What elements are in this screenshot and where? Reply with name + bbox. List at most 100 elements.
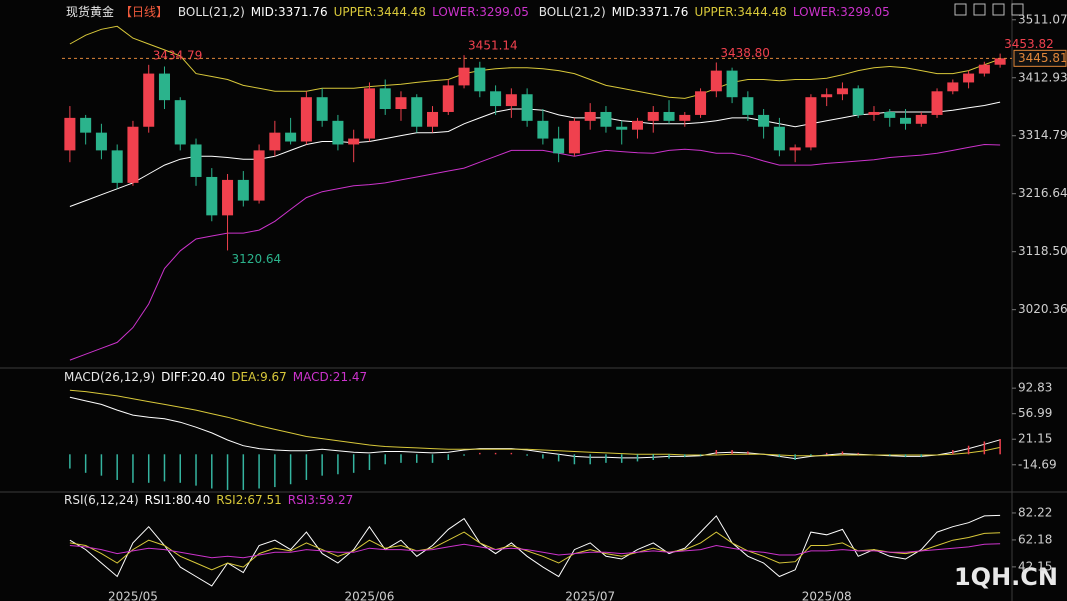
icon[interactable] — [992, 3, 1005, 16]
indicator-line — [69, 543, 1001, 559]
y-tick-label: 3020.36 — [1018, 302, 1067, 316]
candle-body — [978, 64, 990, 74]
plot-area — [64, 25, 1006, 361]
candle-body — [647, 111, 659, 121]
indicator: RSI(6,12,24) — [64, 493, 139, 507]
last-price-box — [1013, 49, 1067, 67]
candle-body — [363, 88, 375, 139]
y-tick-label: 3118.50 — [1018, 244, 1067, 258]
high-annotation: 3438.80 — [720, 46, 770, 60]
main-header: 现货黄金 【日线】 BOLL(21,2) MID:3371.76 UPPER:3444… — [66, 3, 896, 20]
legend-item: UPPER:3444.48 — [333, 5, 427, 19]
indicator-line — [69, 143, 1001, 361]
candle-body — [237, 179, 249, 201]
candle-body — [726, 70, 738, 98]
candle-body — [553, 138, 565, 154]
legend-item: RSI2:67.51 — [216, 493, 282, 507]
candle-body — [458, 67, 470, 86]
candle-body — [963, 73, 975, 83]
y-tick-label: 82.22 — [1018, 505, 1052, 519]
toolbar-icons — [954, 3, 1024, 16]
candle-body — [190, 144, 202, 177]
candle-body — [584, 111, 596, 121]
candle-body — [616, 126, 628, 130]
candle-body — [285, 132, 297, 142]
candle-body — [884, 111, 896, 118]
legend-item: UPPER:3444.48 — [694, 5, 787, 19]
low-annotation: 3120.64 — [232, 252, 282, 266]
candle-body — [931, 91, 943, 115]
candle-body — [915, 114, 927, 124]
y-tick-label: 42.15 — [1018, 559, 1052, 573]
candle-body — [80, 117, 92, 133]
icon[interactable] — [954, 3, 967, 16]
candle-body — [379, 88, 391, 110]
x-tick-label: 2025/05 — [108, 590, 158, 601]
candle-body — [127, 126, 139, 183]
rsi-header: RSI(6,12,24) RSI1:80.40 RSI2:67.51 RSI3:59.… — [64, 493, 359, 507]
candle-body — [663, 111, 675, 121]
candle-body — [821, 94, 833, 98]
candle-body — [773, 126, 785, 151]
legend-item: LOWER:3299.05 — [432, 5, 529, 19]
candle-body — [174, 100, 186, 145]
candle-body — [805, 97, 817, 148]
high-annotation: 3451.14 — [468, 39, 518, 53]
candle-body — [537, 120, 549, 139]
y-tick-label: 3412.93 — [1018, 70, 1067, 84]
candle-body — [474, 67, 486, 92]
candle-body — [316, 97, 328, 121]
macd-header: MACD(26,12,9) DIFF:20.40 DEA:9.67 MACD:21.4… — [64, 370, 373, 384]
candle-body — [332, 120, 344, 145]
indicator: BOLL(21,2) — [177, 5, 245, 19]
y-tick-label: 3314.79 — [1018, 128, 1067, 142]
candle-body — [710, 70, 722, 92]
candle-body — [789, 147, 801, 151]
candle-body — [143, 73, 155, 127]
instrument-title: 现货黄金 — [66, 5, 115, 19]
candle-body — [679, 114, 691, 121]
y-tick-label: 56.99 — [1018, 406, 1052, 420]
indicator-line — [69, 101, 1001, 207]
candle-body — [631, 120, 644, 130]
candle-body — [695, 91, 707, 115]
icon[interactable] — [1011, 3, 1024, 16]
last-price-label: 3445.81 — [1018, 51, 1067, 65]
candle-body — [206, 176, 218, 216]
candle-body — [600, 111, 612, 127]
plot-area — [69, 389, 1001, 490]
candle-body — [269, 132, 281, 151]
indicator-line — [69, 25, 1001, 99]
candle-body — [852, 88, 864, 115]
candle-body — [505, 94, 517, 107]
y-tick-label: 62.18 — [1018, 532, 1052, 546]
legend-item: MID:3371.76 — [611, 5, 689, 19]
period: 【日线】 — [120, 5, 169, 19]
x-tick-label: 2025/07 — [565, 590, 615, 601]
candle-body — [742, 97, 754, 115]
watermark: 1QH.CN — [954, 563, 1058, 591]
high-annotation: 3453.82 — [1004, 37, 1054, 51]
indicator: MACD(26,12,9) — [64, 370, 156, 384]
y-tick-label: 92.83 — [1018, 381, 1052, 395]
y-tick-label: 3511.07 — [1018, 12, 1067, 26]
candle-body — [836, 88, 848, 95]
legend-item: RSI3:59.27 — [287, 493, 354, 507]
candle-body — [95, 132, 107, 151]
candle-body — [348, 138, 360, 145]
x-tick-label: 2025/08 — [802, 590, 852, 601]
legend-item: MID:3371.76 — [250, 5, 328, 19]
legend-item: RSI1:80.40 — [144, 493, 211, 507]
candle-body — [442, 85, 454, 112]
candle-body — [568, 120, 580, 154]
indicator: BOLL(21,2) — [538, 5, 606, 19]
candle-body — [300, 97, 312, 142]
indicator-line — [69, 389, 1001, 457]
candle-body — [158, 73, 171, 101]
candle-body — [521, 94, 533, 121]
icon[interactable] — [973, 3, 986, 16]
legend-item: DIFF:20.40 — [161, 370, 226, 384]
candle-body — [395, 97, 407, 110]
